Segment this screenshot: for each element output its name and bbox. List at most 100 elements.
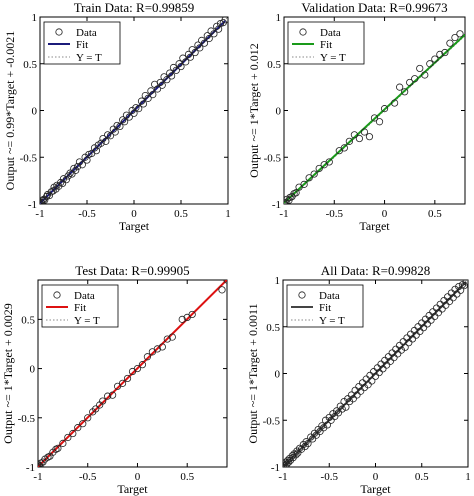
data-point <box>54 444 62 452</box>
data-point <box>283 458 290 466</box>
data-point <box>97 139 105 147</box>
data-point <box>92 405 100 413</box>
data-point <box>58 179 67 188</box>
data-point <box>423 320 431 328</box>
legend-data-marker <box>53 291 61 299</box>
data-point <box>186 53 194 61</box>
data-point <box>446 39 454 47</box>
data-point <box>153 345 161 353</box>
data-point <box>334 409 343 417</box>
data-point <box>302 438 310 446</box>
data-point <box>384 353 393 361</box>
data-point <box>163 76 171 84</box>
y-tick-label: -0.5 <box>20 152 38 164</box>
y-tick-label: -0.5 <box>263 415 281 427</box>
data-point <box>191 48 199 57</box>
data-point <box>123 374 132 383</box>
y-tick-label: 1 <box>275 275 281 287</box>
data-point <box>177 62 185 71</box>
y-tick-label: 0.5 <box>23 59 37 71</box>
data-point <box>392 345 400 353</box>
data-point <box>441 48 449 57</box>
legend-label: Data <box>320 27 341 39</box>
data-point <box>111 128 119 136</box>
data-point <box>40 196 47 204</box>
data-point <box>456 30 464 38</box>
x-tick-label: -1 <box>33 471 42 483</box>
x-tick-label: -0.5 <box>326 208 344 220</box>
data-point <box>138 361 147 369</box>
data-point <box>41 196 49 204</box>
x-tick-label: 0.5 <box>415 471 429 483</box>
data-point <box>119 116 127 124</box>
fit-line <box>40 20 226 204</box>
data-point <box>59 439 67 447</box>
chart-title: All Data: R=0.99828 <box>321 263 431 278</box>
chart-title: Test Data: R=0.99905 <box>75 263 189 278</box>
legend-data-marker <box>298 291 306 299</box>
data-point <box>79 420 87 428</box>
data-point <box>414 323 422 331</box>
data-point <box>364 381 372 389</box>
data-point <box>375 118 384 126</box>
data-point <box>360 128 369 136</box>
data-point <box>377 360 385 368</box>
data-point <box>427 316 435 324</box>
data-point <box>143 353 152 361</box>
data-point <box>69 429 77 438</box>
x-tick-label: -1 <box>35 208 44 220</box>
data-point <box>371 372 380 380</box>
data-point <box>412 331 420 339</box>
data-point <box>345 137 353 145</box>
plot-content <box>284 30 465 204</box>
data-point <box>419 324 428 332</box>
x-axis-label: Target <box>117 482 148 496</box>
data-point <box>355 134 364 143</box>
data-point <box>365 133 374 141</box>
data-point <box>84 414 92 422</box>
data-point <box>323 421 331 429</box>
y-tick-label: -0.5 <box>264 152 282 164</box>
data-point <box>66 169 74 177</box>
data-point <box>416 64 424 73</box>
data-point <box>453 290 461 298</box>
data-point <box>426 60 434 68</box>
data-point <box>288 452 296 460</box>
plot-content <box>40 17 228 204</box>
data-point <box>133 364 142 373</box>
y-tick-label: 1 <box>276 12 282 24</box>
x-tick-label: 0 <box>131 208 137 220</box>
y-axis-label: Output ~= 1*Target + 0.012 <box>247 43 261 178</box>
data-point <box>447 289 455 297</box>
legend-label: Fit <box>320 39 332 51</box>
data-point <box>396 83 404 91</box>
data-point <box>357 387 365 395</box>
data-point <box>380 105 389 113</box>
legend-label: Y = T <box>76 52 102 64</box>
data-point <box>416 327 424 336</box>
data-point <box>74 424 82 432</box>
data-point <box>147 87 155 95</box>
data-point <box>401 343 409 351</box>
legend-label: Y = T <box>320 52 346 64</box>
fit-line <box>38 280 227 467</box>
legend-label: Data <box>319 290 340 302</box>
x-tick-label: 0 <box>135 471 141 483</box>
legend-label: Data <box>74 290 95 302</box>
data-point <box>408 335 417 343</box>
x-tick-label: -0.5 <box>79 471 97 483</box>
data-point <box>125 113 133 121</box>
data-point <box>431 312 439 321</box>
data-point <box>455 282 463 291</box>
y-tick-label: 0 <box>275 369 281 381</box>
data-point <box>444 293 452 301</box>
data-point <box>196 44 204 52</box>
data-point <box>149 91 157 99</box>
data-point <box>338 405 346 413</box>
x-tick-label: 1 <box>225 208 231 220</box>
data-point <box>340 144 348 152</box>
x-tick-label: 0.5 <box>174 208 188 220</box>
data-point <box>144 94 152 102</box>
